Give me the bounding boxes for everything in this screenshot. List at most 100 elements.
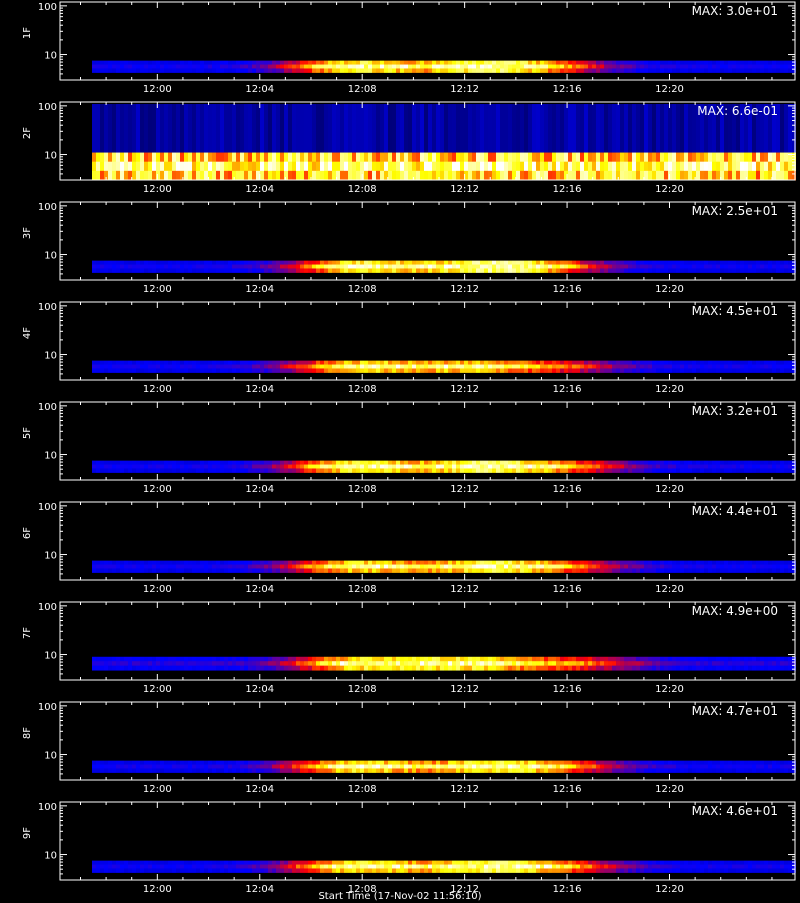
heatmap-cell (356, 65, 360, 69)
heatmap-cell (212, 468, 216, 472)
heatmap-cell (308, 765, 312, 769)
heatmap-cell (348, 153, 352, 163)
heatmap-cell (692, 68, 696, 72)
heatmap-cell (216, 465, 220, 469)
heatmap-cell (688, 104, 692, 153)
heatmap-cell (556, 171, 560, 181)
heatmap-cell (120, 561, 124, 565)
heatmap-cell (376, 765, 380, 769)
heatmap-cell (148, 565, 152, 569)
heatmap-cell (560, 65, 564, 69)
heatmap-cell (184, 361, 188, 365)
heatmap-cell (308, 768, 312, 772)
heatmap-cell (404, 468, 408, 472)
heatmap-cell (600, 171, 604, 181)
panel-label-6F: 6F (22, 527, 33, 539)
heatmap-cell (180, 666, 184, 671)
heatmap-cell (764, 568, 768, 572)
heatmap-cell (536, 565, 540, 569)
heatmap-cell (272, 171, 276, 181)
heatmap-cell (332, 761, 336, 765)
heatmap-cell (600, 68, 604, 72)
heatmap-cell (744, 561, 748, 565)
heatmap-cell (468, 65, 472, 69)
heatmap-cell (488, 368, 492, 372)
heatmap-cell (332, 365, 336, 369)
heatmap-cell (500, 65, 504, 69)
heatmap-cell (584, 268, 588, 272)
heatmap-cell (776, 465, 780, 469)
heatmap-cell (652, 657, 656, 662)
heatmap-cell (344, 104, 348, 153)
heatmap-cell (328, 268, 332, 272)
heatmap-cell (288, 568, 292, 572)
heatmap-cell (316, 468, 320, 472)
x-tick-label: 12:12 (450, 84, 479, 95)
heatmap-cell (492, 61, 496, 65)
heatmap-cell (428, 365, 432, 369)
heatmap-cell (192, 265, 196, 269)
heatmap-cell (592, 465, 596, 469)
heatmap-cell (724, 261, 728, 265)
heatmap-cell (104, 61, 108, 65)
heatmap-cell (212, 162, 216, 172)
heatmap-cell (208, 261, 212, 265)
heatmap-cell (156, 666, 160, 671)
x-tick-label: 12:08 (348, 584, 377, 595)
heatmap-cell (188, 765, 192, 769)
heatmap-cell (392, 561, 396, 565)
heatmap-cell (572, 666, 576, 671)
heatmap-cell (704, 465, 708, 469)
heatmap-cell (288, 104, 292, 153)
heatmap-cell (120, 361, 124, 365)
heatmap-cell (172, 61, 176, 65)
heatmap-cell (436, 361, 440, 365)
heatmap-cell (604, 765, 608, 769)
heatmap-cell (428, 468, 432, 472)
heatmap-cell (124, 765, 128, 769)
heatmap-cell (736, 268, 740, 272)
heatmap-cell (724, 465, 728, 469)
heatmap-cell (628, 666, 632, 671)
heatmap-cell (256, 768, 260, 772)
heatmap-cell (688, 561, 692, 565)
heatmap-cell (448, 171, 452, 181)
heatmap-cell (376, 768, 380, 772)
heatmap-cell (192, 261, 196, 265)
heatmap-cell (160, 365, 164, 369)
heatmap-cell (508, 104, 512, 153)
heatmap-cell (344, 365, 348, 369)
heatmap-cell (484, 461, 488, 465)
heatmap-cell (544, 171, 548, 181)
heatmap-cell (352, 368, 356, 372)
heatmap-cell (480, 461, 484, 465)
heatmap-cell (512, 768, 516, 772)
heatmap-cell (560, 461, 564, 465)
heatmap-cell (616, 465, 620, 469)
heatmap-cell (460, 666, 464, 671)
heatmap-cell (728, 162, 732, 172)
heatmap-cell (144, 761, 148, 765)
heatmap-cell (192, 765, 196, 769)
heatmap-cell (576, 468, 580, 472)
heatmap-cell (132, 666, 136, 671)
heatmap-cell (468, 468, 472, 472)
heatmap-cell (520, 65, 524, 69)
heatmap-cell (476, 465, 480, 469)
heatmap-cell (232, 104, 236, 153)
heatmap-cell (724, 162, 728, 172)
heatmap-cell (248, 666, 252, 671)
heatmap-cell (620, 153, 624, 163)
heatmap-cell (220, 68, 224, 72)
heatmap-cell (560, 768, 564, 772)
heatmap-cell (632, 104, 636, 153)
heatmap-cell (680, 465, 684, 469)
heatmap-cell (580, 666, 584, 671)
heatmap-cell (692, 65, 696, 69)
heatmap-cell (392, 261, 396, 265)
heatmap-cell (788, 561, 792, 565)
heatmap-cell (748, 268, 752, 272)
heatmap-cell (236, 657, 240, 662)
heatmap-cell (716, 661, 720, 666)
heatmap-cell (552, 171, 556, 181)
